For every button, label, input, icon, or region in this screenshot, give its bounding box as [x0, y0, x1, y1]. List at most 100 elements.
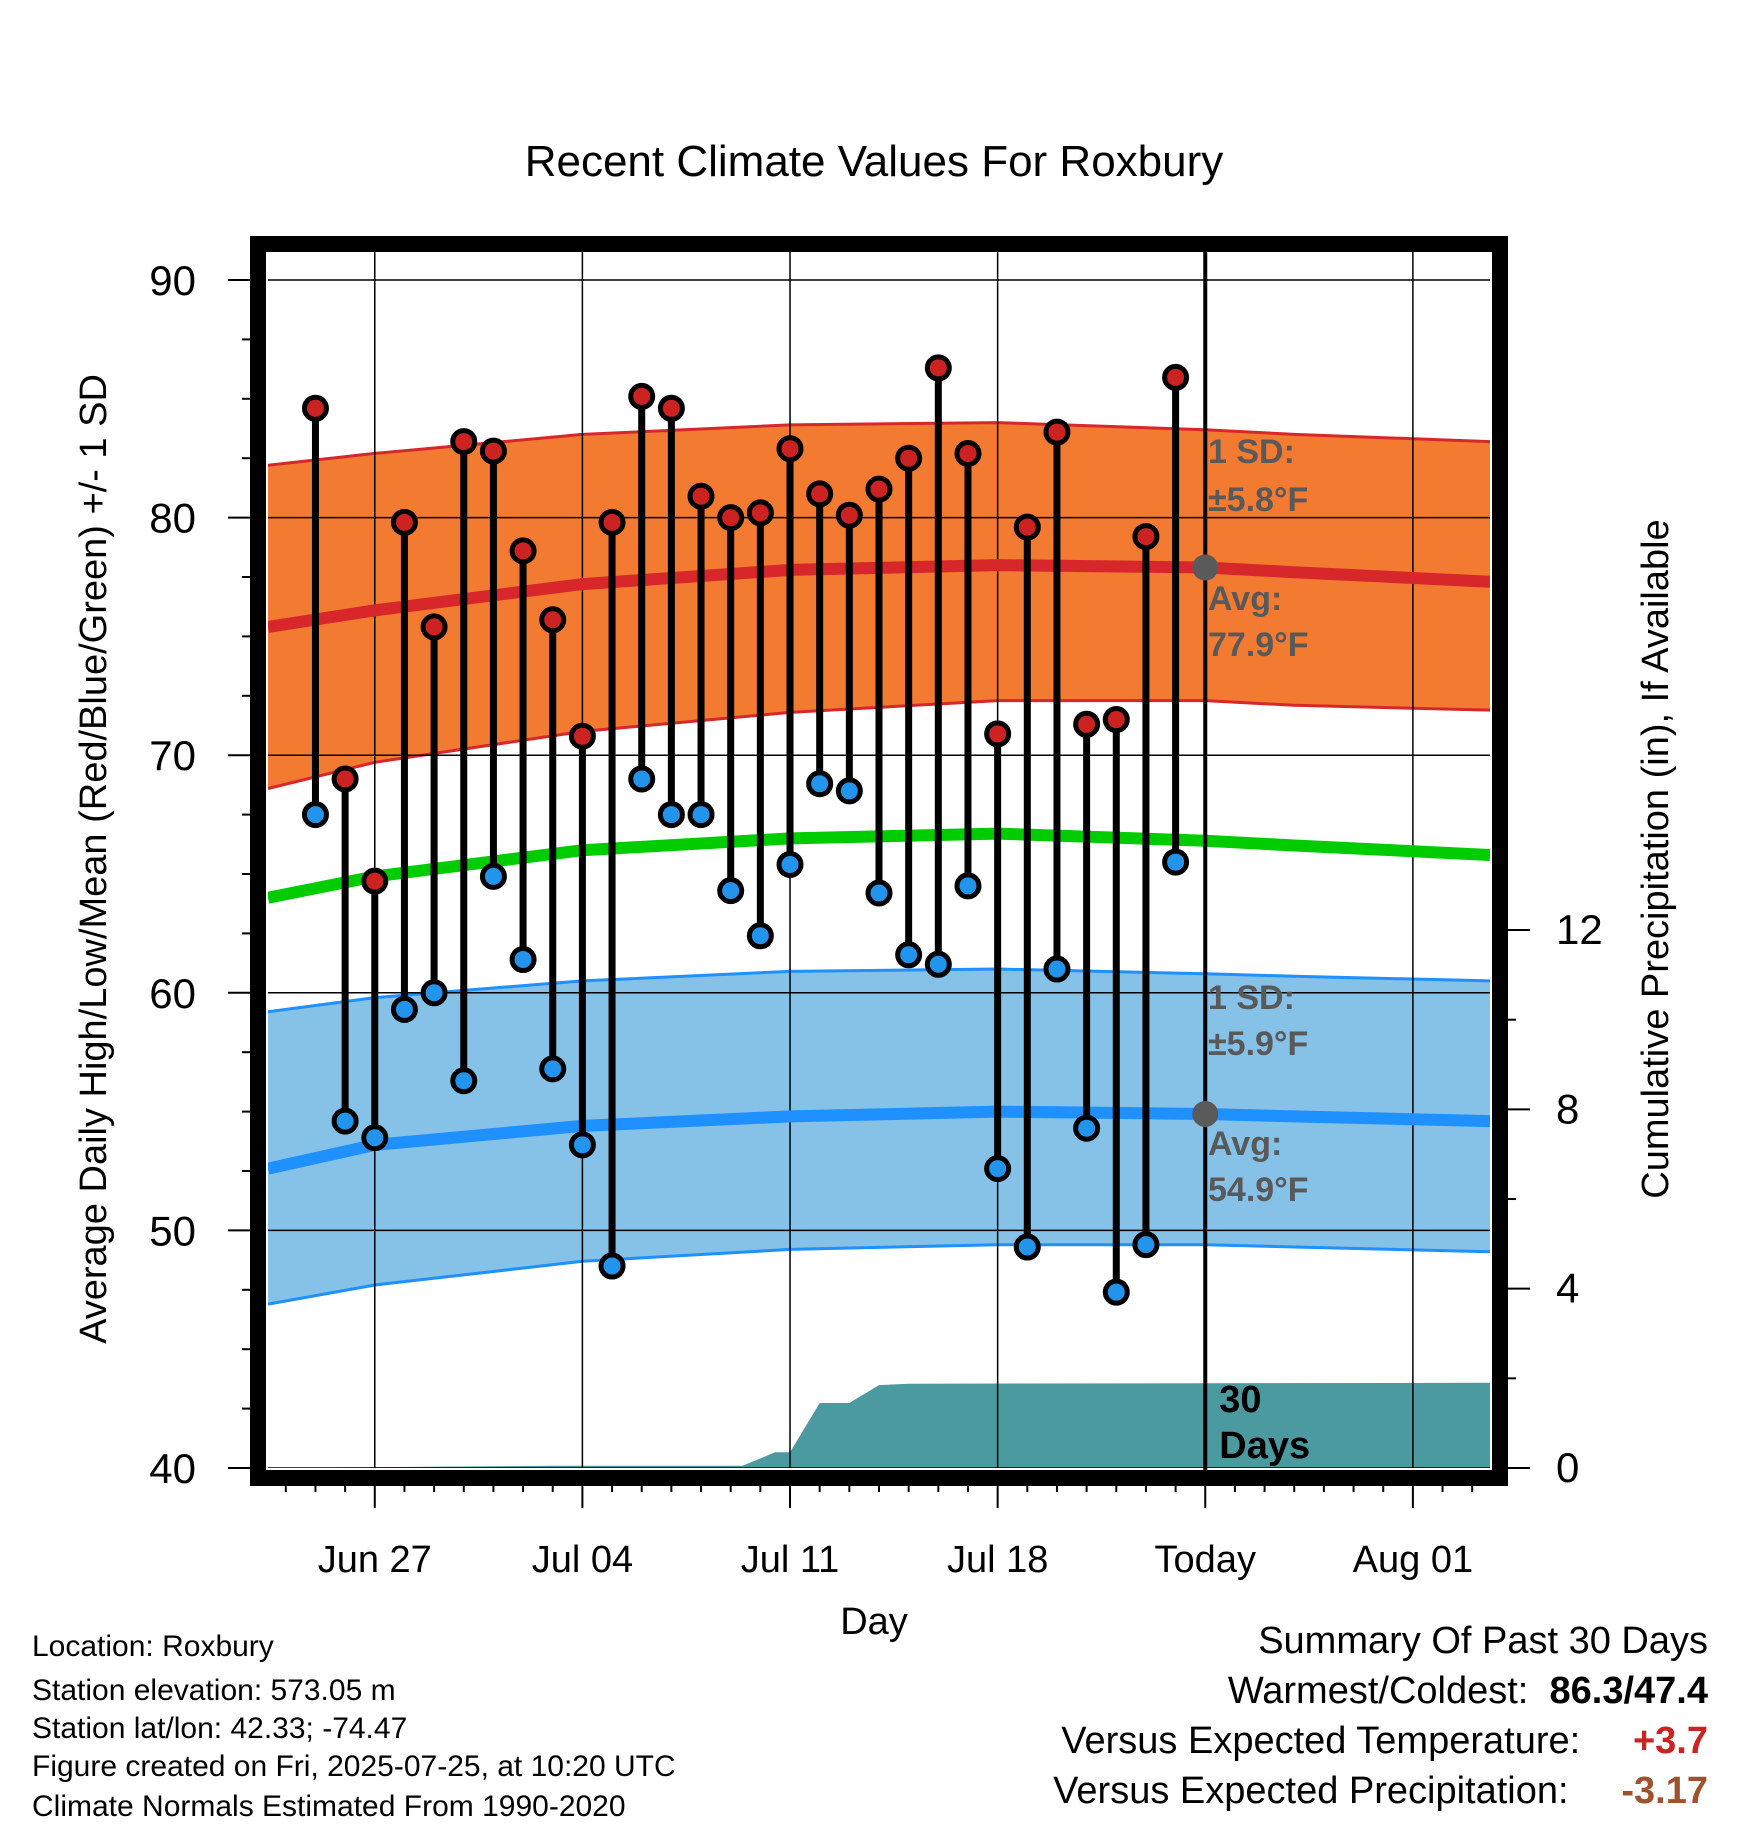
axes: 40 50 60 70 80 90 0 4 8 12 Jun 27 Jul 04 Jul 11 Jul 1… [149, 236, 1603, 1581]
daily-low-point [806, 770, 834, 798]
y-axis-right-label: Cumulative Precipitation (in), If Availa… [1635, 519, 1677, 1198]
daily-low-point [1043, 955, 1071, 983]
info-location: Location: Roxbury [32, 1630, 274, 1663]
daily-low-point [746, 922, 774, 950]
x-axis-label: Day [840, 1601, 908, 1643]
daily-high-point [657, 394, 685, 422]
y-tick-label: 80 [149, 495, 196, 542]
daily-low-point [954, 872, 982, 900]
normal-low-line [268, 1105, 1490, 1175]
low-sd-band [268, 969, 1490, 1305]
x-tick-label: Aug 01 [1353, 1539, 1473, 1581]
daily-low-point [865, 879, 893, 907]
daily-low-point [361, 1124, 389, 1152]
annotation-low_avg-label: Avg: [1208, 1125, 1282, 1163]
daily-low-point [420, 979, 448, 1007]
y-tick-label: 70 [149, 732, 196, 779]
x-tick-label: Jul 11 [741, 1539, 840, 1581]
summary-warm-cold-label: Warmest/Coldest: [1227, 1670, 1529, 1712]
summary-precip: Versus Expected Precipitation: -3.17 [1053, 1770, 1708, 1813]
daily-high-point [361, 867, 389, 895]
high-lower-edge [268, 699, 1490, 790]
y-right-tick-label: 4 [1556, 1265, 1579, 1312]
daily-low-point [568, 1131, 596, 1159]
daily-low-point [509, 946, 537, 974]
daily-high-point [924, 354, 952, 382]
summary-temp-label: Versus Expected Temperature: [1061, 1720, 1581, 1762]
annotation-high_avg-label: Avg: [1208, 580, 1282, 618]
daily-high-point [628, 382, 656, 410]
daily-low-point [1162, 848, 1190, 876]
daily-high-point [301, 394, 329, 422]
x-tick-label: Jul 18 [947, 1539, 1048, 1581]
today-period-label: 30 Days [1219, 1379, 1310, 1467]
daily-low-point [1132, 1231, 1160, 1259]
daily-high-point [717, 504, 745, 532]
summary-separator: / [1623, 1670, 1635, 1712]
daily-high-point [1102, 706, 1130, 734]
daily-high-point [1013, 513, 1041, 541]
normal-mean-line [268, 827, 1490, 904]
y-tick-label: 40 [149, 1445, 196, 1492]
today-high-normal-marker [1192, 554, 1219, 581]
daily-high-point [1073, 710, 1101, 738]
daily-low-point [1102, 1278, 1130, 1306]
daily-low-point [657, 801, 685, 829]
daily-high-point [420, 613, 448, 641]
daily-high-point [1162, 363, 1190, 391]
x-tick-label: Today [1155, 1539, 1256, 1581]
y-right-tick-label: 12 [1556, 906, 1603, 953]
chart-title: Recent Climate Values For Roxbury [525, 137, 1224, 186]
y-tick-label: 50 [149, 1207, 196, 1254]
daily-low-point [479, 862, 507, 890]
precip-area [268, 1382, 1490, 1468]
high-upper-edge [268, 421, 1490, 467]
daily-high-point [895, 444, 923, 472]
chart-labels: 30 Days 1 SD: ±5.8°F Avg: 77.9°F 1 SD: ±5.9°F Av… [1208, 433, 1310, 1467]
daily-low-point [717, 877, 745, 905]
daily-high-point [479, 437, 507, 465]
daily-high-point [984, 720, 1012, 748]
summary-precip-label: Versus Expected Precipitation: [1053, 1770, 1569, 1812]
info-created: Figure created on Fri, 2025-07-25, at 10… [32, 1750, 676, 1783]
annotation-high_avg-value: 77.9°F [1208, 626, 1309, 664]
daily-high-point [776, 435, 804, 463]
summary-cold-value: 47.4 [1634, 1670, 1708, 1712]
daily-low-point [835, 777, 863, 805]
data-marks [301, 244, 1219, 1478]
daily-high-point [598, 508, 626, 536]
y-tick-label: 90 [149, 257, 196, 304]
y-right-tick-label: 8 [1556, 1085, 1579, 1132]
annotation-high_sd-label: 1 SD: [1208, 433, 1295, 471]
info-latlon: Station lat/lon: 42.33; -74.47 [32, 1712, 408, 1745]
summary-warm-value: 86.3 [1549, 1670, 1624, 1712]
daily-low-point [628, 765, 656, 793]
annotation-low_sd-value: ±5.9°F [1208, 1025, 1308, 1063]
daily-high-point [390, 508, 418, 536]
summary-precip-value: -3.17 [1621, 1770, 1708, 1812]
y-right-tick-label: 0 [1556, 1444, 1579, 1491]
low-upper-edge [268, 967, 1490, 1014]
annotation-low_sd-label: 1 SD: [1208, 979, 1295, 1017]
daily-high-point [806, 480, 834, 508]
daily-low-point [924, 950, 952, 978]
daily-high-point [1132, 523, 1160, 551]
daily-high-point [835, 501, 863, 529]
today-period-label-line: Days [1219, 1425, 1310, 1467]
info-normals: Climate Normals Estimated From 1990-2020 [32, 1790, 626, 1823]
daily-low-point [539, 1055, 567, 1083]
low-lower-edge [268, 1243, 1490, 1306]
today-period-label-line: 30 [1219, 1379, 1261, 1421]
daily-low-point [1013, 1233, 1041, 1261]
annotation-low_avg-value: 54.9°F [1208, 1171, 1309, 1209]
x-tick-label: Jun 27 [318, 1539, 432, 1581]
daily-low-point [895, 941, 923, 969]
summary-temp-value: +3.7 [1632, 1720, 1708, 1762]
plot-frame [250, 236, 1508, 1486]
annotation-high_sd-value: ±5.8°F [1208, 481, 1308, 519]
daily-low-point [390, 995, 418, 1023]
daily-low-point [301, 801, 329, 829]
daily-low-point [687, 801, 715, 829]
info-elevation: Station elevation: 573.05 m [32, 1674, 396, 1707]
